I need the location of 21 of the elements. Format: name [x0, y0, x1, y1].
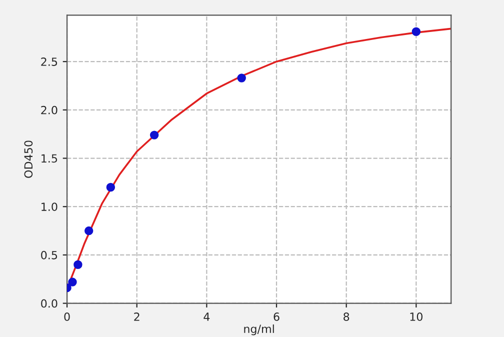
- y-tick-label: 0.0: [41, 299, 58, 308]
- x-tick-label: 6: [274, 312, 280, 321]
- y-tick-label: 0.5: [41, 250, 58, 260]
- point: [106, 182, 116, 192]
- x-tick-label: 10: [410, 312, 422, 321]
- x-tick-label: 0: [64, 312, 70, 321]
- y-tick-label: 1.0: [42, 202, 58, 211]
- point: [237, 74, 246, 82]
- y-tick-label: 1.5: [42, 154, 58, 163]
- point: [412, 27, 421, 36]
- y-tick-label: 2.5: [41, 58, 58, 66]
- x-axis-title: ng/ml: [244, 324, 274, 336]
- x-tick-label: 2: [134, 312, 140, 321]
- x-tick-label: 4: [204, 312, 210, 321]
- point: [68, 278, 77, 286]
- x-tick-label: 8: [344, 312, 350, 321]
- y-axis-title: OD450: [24, 140, 33, 178]
- point: [74, 260, 82, 269]
- point: [150, 130, 159, 140]
- y-tick-label: 2.0: [41, 106, 58, 114]
- point: [84, 226, 94, 236]
